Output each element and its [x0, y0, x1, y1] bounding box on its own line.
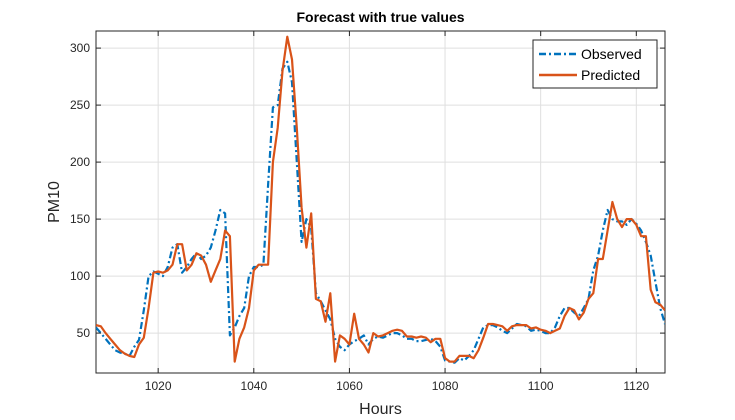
legend: Observed Predicted: [532, 39, 658, 89]
grid-lines: [96, 31, 665, 373]
x-tick-label-0: 1020: [145, 379, 172, 393]
series-layer: [96, 35, 665, 364]
series-line-observed: [96, 60, 665, 364]
y-tick-label-2: 150: [70, 212, 90, 226]
legend-box: [532, 39, 658, 89]
plot-area: [95, 30, 666, 374]
legend-label-predicted: Predicted: [581, 67, 640, 83]
y-tick-label-0: 50: [77, 326, 91, 340]
y-tick-label-5: 300: [70, 41, 90, 55]
y-tick-label-4: 250: [70, 98, 90, 112]
x-tick-label-2: 1060: [336, 379, 363, 393]
x-tick-label-3: 1080: [432, 379, 459, 393]
x-axis-label: Hours: [359, 401, 402, 418]
x-tick-label-4: 1100: [528, 379, 554, 393]
y-tick-label-1: 100: [70, 269, 90, 283]
y-axis-label: PM10: [46, 181, 63, 223]
y-tick-label-3: 200: [70, 155, 90, 169]
x-axis: 1020 1040 1060 1080 1100 1120: [145, 31, 650, 393]
x-tick-label-1: 1040: [240, 379, 267, 393]
x-tick-label-5: 1120: [623, 379, 649, 393]
legend-label-observed: Observed: [581, 46, 642, 62]
series-line-predicted: [96, 35, 665, 363]
y-axis: 50 100 150 200 250 300: [70, 41, 665, 340]
chart-title: Forecast with true values: [296, 9, 464, 25]
